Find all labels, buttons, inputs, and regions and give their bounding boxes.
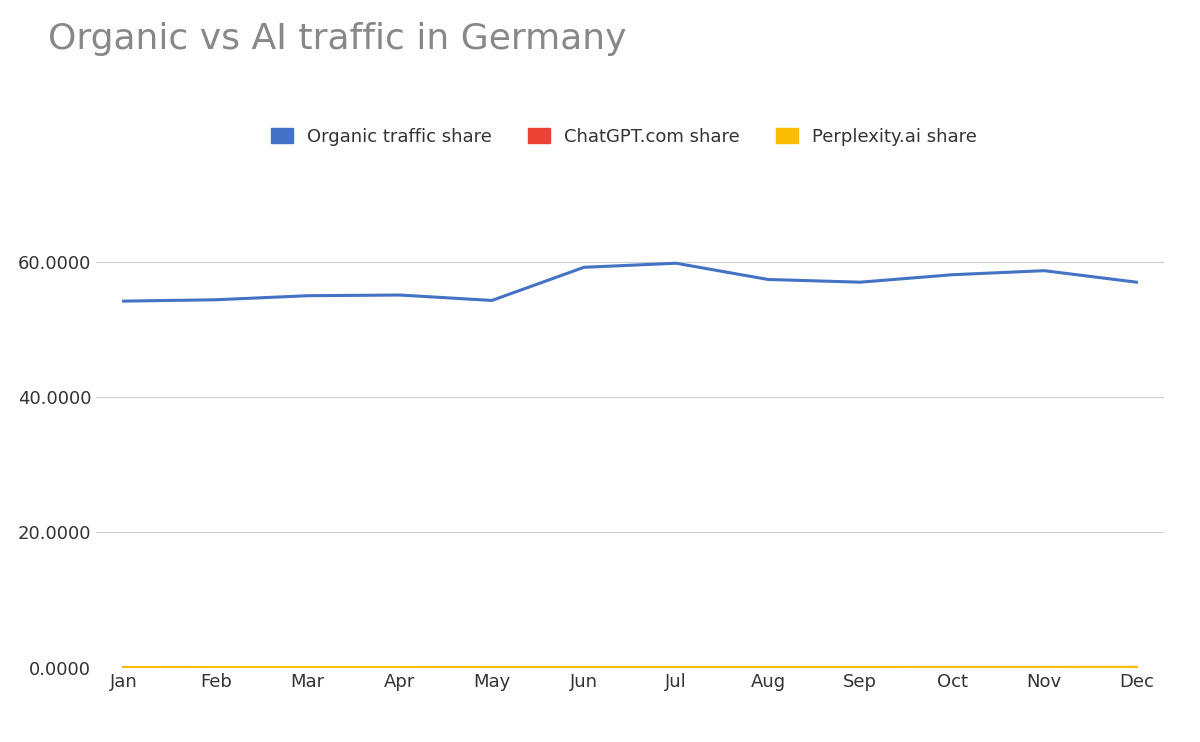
Organic traffic share xyxy=(392,291,407,300)
ChatGPT.com share xyxy=(577,663,592,672)
Organic traffic share xyxy=(116,297,131,306)
Text: Organic vs AI traffic in Germany: Organic vs AI traffic in Germany xyxy=(48,22,626,56)
Organic traffic share xyxy=(1037,266,1051,275)
Perplexity.ai share xyxy=(853,663,868,672)
Perplexity.ai share xyxy=(392,663,407,672)
ChatGPT.com share xyxy=(300,663,314,672)
Perplexity.ai share xyxy=(485,663,499,672)
Organic traffic share xyxy=(300,292,314,301)
ChatGPT.com share xyxy=(668,663,683,672)
ChatGPT.com share xyxy=(946,663,960,672)
Organic traffic share xyxy=(761,275,775,284)
Organic traffic share xyxy=(946,270,960,279)
Organic traffic share xyxy=(853,278,868,286)
Perplexity.ai share xyxy=(761,663,775,672)
ChatGPT.com share xyxy=(853,663,868,672)
Perplexity.ai share xyxy=(668,663,683,672)
Perplexity.ai share xyxy=(300,663,314,672)
Organic traffic share xyxy=(668,259,683,268)
ChatGPT.com share xyxy=(485,663,499,672)
Perplexity.ai share xyxy=(1037,663,1051,672)
Perplexity.ai share xyxy=(1129,663,1144,672)
Organic traffic share xyxy=(1129,278,1144,286)
ChatGPT.com share xyxy=(116,663,131,672)
Perplexity.ai share xyxy=(946,663,960,672)
ChatGPT.com share xyxy=(761,663,775,672)
Line: Organic traffic share: Organic traffic share xyxy=(124,263,1136,301)
Organic traffic share xyxy=(485,296,499,305)
ChatGPT.com share xyxy=(1037,663,1051,672)
ChatGPT.com share xyxy=(1129,663,1144,672)
Perplexity.ai share xyxy=(209,663,223,672)
Perplexity.ai share xyxy=(116,663,131,672)
Legend: Organic traffic share, ChatGPT.com share, Perplexity.ai share: Organic traffic share, ChatGPT.com share… xyxy=(271,128,977,145)
ChatGPT.com share xyxy=(392,663,407,672)
Perplexity.ai share xyxy=(577,663,592,672)
Organic traffic share xyxy=(209,295,223,304)
Organic traffic share xyxy=(577,263,592,272)
ChatGPT.com share xyxy=(209,663,223,672)
